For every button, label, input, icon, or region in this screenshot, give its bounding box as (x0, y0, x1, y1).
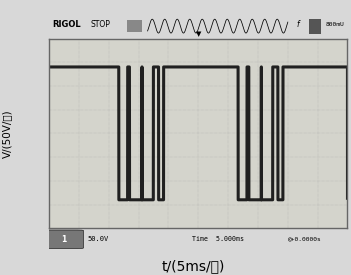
Text: STOP: STOP (91, 20, 111, 29)
Text: @+0.0000s: @+0.0000s (288, 237, 322, 242)
Text: t/(5ms/格): t/(5ms/格) (161, 260, 225, 274)
Text: f: f (297, 20, 299, 29)
Text: 1: 1 (61, 235, 67, 244)
Text: ▼: ▼ (196, 31, 201, 37)
FancyBboxPatch shape (45, 230, 84, 249)
Text: Time  5.000ms: Time 5.000ms (192, 236, 244, 242)
Bar (309, 19, 321, 34)
Text: 800mU: 800mU (326, 22, 345, 28)
Bar (127, 20, 142, 32)
Text: 50.0V: 50.0V (88, 236, 109, 242)
Text: RIGOL: RIGOL (52, 20, 81, 29)
Text: V/(50V/格): V/(50V/格) (2, 109, 12, 158)
